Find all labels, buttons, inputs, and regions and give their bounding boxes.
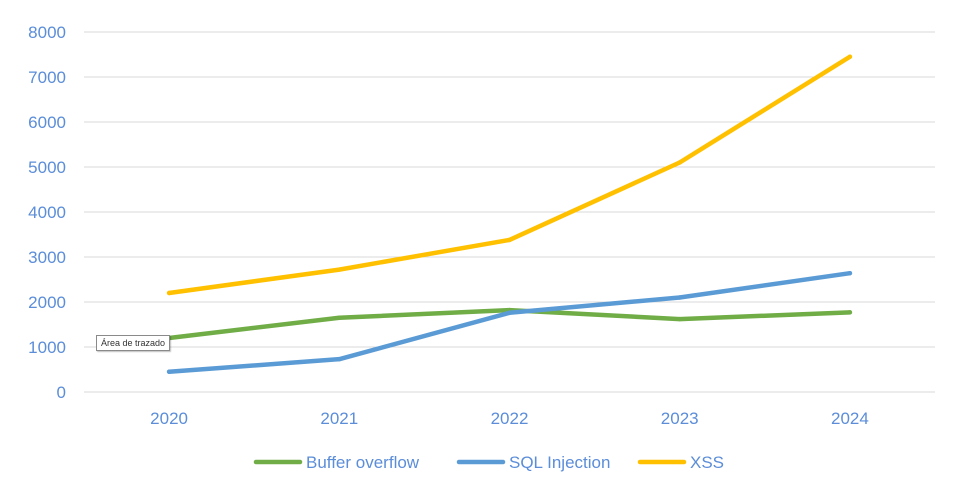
- y-tick-label-8000: 8000: [28, 23, 66, 42]
- y-tick-label-3000: 3000: [28, 248, 66, 267]
- data-point-xss-2022: [507, 237, 512, 243]
- series-line-sql-injection: [166, 270, 853, 374]
- gridlines: [84, 31, 935, 393]
- data-point-buffer-overflow-2023: [677, 316, 682, 322]
- legend-label-buffer-overflow: Buffer overflow: [306, 453, 420, 472]
- data-point-xss-2021: [337, 267, 342, 272]
- data-point-sql-injection-2023: [677, 295, 682, 300]
- y-tick-label-7000: 7000: [28, 68, 66, 87]
- x-tick-label-2022: 2022: [491, 409, 529, 428]
- y-tick-label-6000: 6000: [28, 113, 66, 132]
- y-axis-ticks: 0 1000 2000 3000 4000 5000 6000 7000 8000: [28, 23, 66, 402]
- y-tick-label-0: 0: [57, 383, 66, 402]
- series-lines: [166, 54, 853, 374]
- legend-label-xss: XSS: [690, 453, 724, 472]
- y-tick-label-1000: 1000: [28, 338, 66, 357]
- data-point-buffer-overflow-2021: [337, 315, 342, 320]
- data-point-sql-injection-2020: [166, 369, 172, 374]
- plot-area-tooltip: Área de trazado: [96, 335, 171, 351]
- data-point-sql-injection-2021: [337, 356, 342, 362]
- y-tick-label-2000: 2000: [28, 293, 66, 312]
- y-tick-label-4000: 4000: [28, 203, 66, 222]
- y-tick-label-5000: 5000: [28, 158, 66, 177]
- legend: Buffer overflow SQL Injection XSS: [253, 453, 724, 472]
- x-axis-ticks: 2020 2021 2022 2023 2024: [150, 409, 869, 428]
- data-point-sql-injection-2022: [507, 310, 512, 315]
- data-point-buffer-overflow-2024: [847, 310, 853, 315]
- x-tick-label-2023: 2023: [661, 409, 699, 428]
- series-line-xss: [166, 54, 853, 296]
- data-point-xss-2024: [847, 54, 853, 59]
- data-point-sql-injection-2024: [847, 271, 853, 276]
- x-tick-label-2021: 2021: [320, 409, 358, 428]
- x-tick-label-2024: 2024: [831, 409, 869, 428]
- legend-label-sql-injection: SQL Injection: [509, 453, 610, 472]
- x-tick-label-2020: 2020: [150, 409, 188, 428]
- data-point-xss-2020: [166, 290, 172, 296]
- data-point-xss-2023: [677, 160, 682, 165]
